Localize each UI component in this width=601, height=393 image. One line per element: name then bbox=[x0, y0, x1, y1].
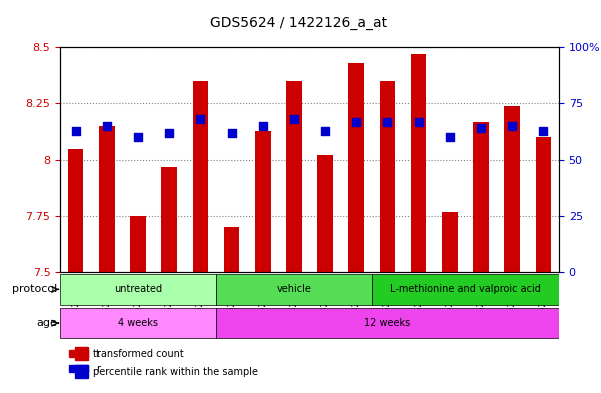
Bar bbox=[75, 347, 88, 360]
Text: percentile rank within the sample: percentile rank within the sample bbox=[93, 367, 257, 376]
FancyBboxPatch shape bbox=[60, 274, 216, 305]
Legend: t, r: t, r bbox=[65, 345, 104, 378]
Point bbox=[102, 123, 112, 129]
Bar bbox=[130, 216, 146, 272]
Text: L-methionine and valproic acid: L-methionine and valproic acid bbox=[390, 285, 541, 294]
Bar bbox=[192, 81, 208, 272]
Text: transformed count: transformed count bbox=[93, 349, 183, 358]
Text: GDS5624 / 1422126_a_at: GDS5624 / 1422126_a_at bbox=[210, 16, 388, 30]
Text: protocol: protocol bbox=[12, 285, 57, 294]
Bar bbox=[535, 137, 551, 272]
Point bbox=[538, 127, 548, 134]
Bar bbox=[317, 155, 333, 272]
Bar bbox=[286, 81, 302, 272]
FancyBboxPatch shape bbox=[216, 308, 559, 338]
FancyBboxPatch shape bbox=[216, 274, 372, 305]
Point bbox=[289, 116, 299, 122]
Point bbox=[195, 116, 205, 122]
Bar bbox=[162, 167, 177, 272]
Bar bbox=[224, 228, 239, 272]
FancyBboxPatch shape bbox=[372, 274, 559, 305]
Point bbox=[445, 134, 454, 140]
Bar bbox=[473, 121, 489, 272]
Point bbox=[507, 123, 517, 129]
Text: 12 weeks: 12 weeks bbox=[364, 318, 410, 328]
Bar bbox=[255, 130, 270, 272]
Bar bbox=[99, 126, 115, 272]
Bar bbox=[75, 365, 88, 378]
Text: untreated: untreated bbox=[114, 285, 162, 294]
Text: 4 weeks: 4 weeks bbox=[118, 318, 158, 328]
Point bbox=[383, 118, 392, 125]
Bar bbox=[504, 106, 520, 272]
Point bbox=[352, 118, 361, 125]
Bar bbox=[380, 81, 395, 272]
Bar bbox=[68, 149, 84, 272]
Point bbox=[165, 130, 174, 136]
Point bbox=[227, 130, 236, 136]
Text: vehicle: vehicle bbox=[276, 285, 311, 294]
Bar bbox=[349, 63, 364, 272]
Bar bbox=[442, 212, 457, 272]
Point bbox=[320, 127, 330, 134]
Point bbox=[414, 118, 424, 125]
FancyBboxPatch shape bbox=[60, 308, 216, 338]
Point bbox=[133, 134, 143, 140]
Point bbox=[258, 123, 267, 129]
Point bbox=[71, 127, 81, 134]
Bar bbox=[411, 54, 427, 272]
Point bbox=[476, 125, 486, 131]
Text: age: age bbox=[36, 318, 57, 328]
